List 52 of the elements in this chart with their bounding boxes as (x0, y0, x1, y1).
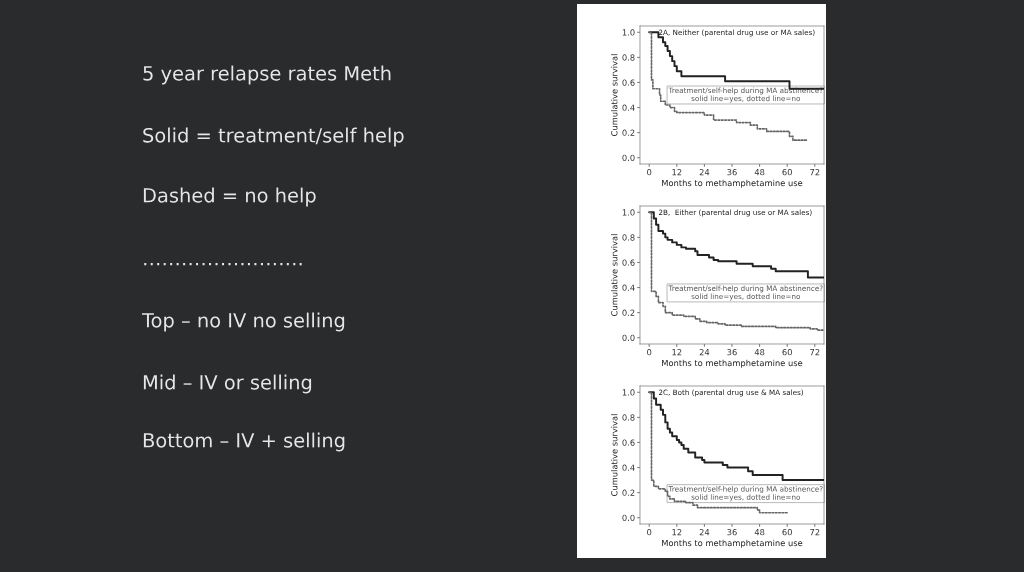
y-tick-label: 0.2 (622, 309, 635, 316)
text: Bottom – IV + selling (143, 432, 345, 452)
x-tick-label: 60 (782, 349, 792, 356)
y-tick-label: 1.0 (622, 209, 635, 216)
x-tick-label: 0 (647, 349, 652, 356)
y-tick-label: 0.6 (622, 79, 635, 86)
x-tick-label: 72 (810, 169, 820, 176)
y-tick-label: 0.4 (622, 284, 635, 291)
x-tick-label: 24 (699, 169, 710, 176)
y-tick-label: 0.4 (622, 104, 635, 111)
x-tick-label: 48 (754, 169, 765, 176)
x-tick-label: 72 (810, 349, 820, 356)
x-tick-label: 0 (647, 529, 652, 536)
x-axis-title: Months to methamphetamine use (662, 359, 803, 368)
y-tick-label: 1.0 (622, 29, 635, 36)
y-axis-title: Cumulative survival (611, 234, 618, 316)
x-tick-label: 36 (727, 169, 737, 176)
y-tick-label: 0.0 (622, 334, 635, 342)
y-axis-title: Cumulative survival (611, 54, 618, 136)
x-axis-title: Months to methamphetamine use (662, 179, 803, 188)
y-tick-label: 1.0 (622, 389, 635, 396)
y-tick-label: 0.4 (622, 464, 635, 471)
text: ……………………. (144, 262, 302, 266)
text: Dashed = no help (143, 187, 316, 207)
y-tick-label: 0.8 (622, 234, 635, 241)
y-tick-label: 0.6 (622, 259, 635, 266)
text: Mid – IV or selling (143, 374, 312, 394)
x-tick-label: 12 (672, 169, 682, 176)
y-axis-title: Cumulative survival (611, 414, 618, 496)
x-tick-label: 48 (754, 349, 765, 356)
x-tick-label: 60 (782, 529, 792, 536)
y-tick-label: 0.2 (622, 129, 635, 136)
x-tick-label: 60 (782, 169, 792, 176)
x-tick-label: 36 (727, 349, 737, 356)
x-tick-label: 24 (699, 529, 710, 536)
y-tick-label: 0.6 (622, 439, 635, 446)
y-tick-label: 0.8 (622, 414, 635, 421)
y-tick-label: 0.0 (622, 514, 635, 522)
text: Top – no IV no selling (141, 312, 345, 332)
x-tick-label: 36 (727, 529, 737, 536)
x-tick-label: 24 (699, 349, 710, 356)
text: 5 year relapse rates Meth (143, 65, 391, 85)
x-tick-label: 0 (647, 169, 652, 176)
y-tick-label: 0.2 (622, 489, 635, 496)
text: Solid = treatment/self help (143, 127, 404, 147)
x-tick-label: 48 (754, 529, 765, 536)
y-tick-label: 0.8 (622, 54, 635, 61)
x-tick-label: 12 (672, 349, 682, 356)
x-axis-title: Months to methamphetamine use (662, 539, 803, 548)
y-tick-label: 0.0 (622, 154, 635, 162)
x-tick-label: 72 (810, 529, 820, 536)
x-tick-label: 12 (672, 529, 682, 536)
